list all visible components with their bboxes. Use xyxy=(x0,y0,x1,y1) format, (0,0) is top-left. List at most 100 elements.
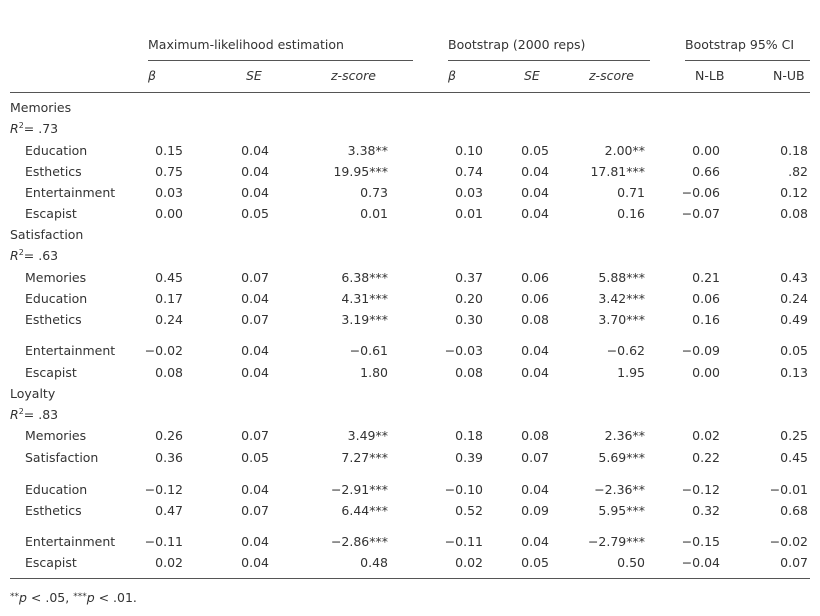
cell: 0.04 xyxy=(521,343,549,358)
cell: 0.00 xyxy=(692,143,720,158)
cell: 0.05 xyxy=(521,143,549,158)
cell: 0.04 xyxy=(521,482,549,497)
cell: 0.07 xyxy=(241,503,269,518)
cell: 0.66 xyxy=(692,164,720,179)
row-label: Memories xyxy=(25,270,87,285)
rule xyxy=(448,60,650,61)
cell: 0.16 xyxy=(692,312,720,327)
r-value: = .63 xyxy=(23,248,59,263)
section-name: Loyalty xyxy=(10,386,56,401)
r-squared: R2= .73 xyxy=(10,121,58,137)
cell: −0.06 xyxy=(681,185,720,200)
cell: 0.04 xyxy=(521,164,549,179)
cell: 0.04 xyxy=(521,206,549,221)
cell: 5.69*** xyxy=(598,450,645,465)
cell: −0.02 xyxy=(769,534,808,549)
cell: 0.20 xyxy=(455,291,483,306)
cell: 0.06 xyxy=(521,270,549,285)
cell: 0.48 xyxy=(360,555,388,570)
cell: 0.00 xyxy=(155,206,183,221)
cell: 0.73 xyxy=(360,185,388,200)
cell: 1.80 xyxy=(360,365,388,380)
cell: 0.06 xyxy=(521,291,549,306)
cell: 17.81*** xyxy=(590,164,645,179)
cell: 0.04 xyxy=(241,143,269,158)
cell: 5.88*** xyxy=(598,270,645,285)
cell: 0.09 xyxy=(521,503,549,518)
cell: 0.75 xyxy=(155,164,183,179)
cell: 0.04 xyxy=(241,164,269,179)
group-header: Bootstrap (2000 reps) xyxy=(448,37,586,52)
column-header: β xyxy=(148,68,156,83)
cell: 6.38*** xyxy=(341,270,388,285)
footnote-part: p xyxy=(19,590,27,605)
cell: 0.02 xyxy=(455,555,483,570)
row-label: Esthetics xyxy=(25,503,82,518)
column-header: SE xyxy=(524,68,540,83)
cell: 0.00 xyxy=(692,365,720,380)
cell: 7.27*** xyxy=(341,450,388,465)
cell: 0.08 xyxy=(780,206,808,221)
row-label: Education xyxy=(25,143,88,158)
footnote-part: *** xyxy=(73,592,87,602)
cell: 2.36** xyxy=(604,428,645,443)
group-header: Bootstrap 95% CI xyxy=(685,37,795,52)
cell: 0.12 xyxy=(780,185,808,200)
cell: .82 xyxy=(788,164,808,179)
cell: 0.49 xyxy=(780,312,808,327)
column-header: β xyxy=(448,68,456,83)
cell: 0.36 xyxy=(155,450,183,465)
cell: 3.38** xyxy=(347,143,388,158)
cell: 0.04 xyxy=(241,185,269,200)
cell: 3.42*** xyxy=(598,291,645,306)
cell: 0.05 xyxy=(521,555,549,570)
cell: −0.09 xyxy=(681,343,720,358)
r-power: 2 xyxy=(18,247,24,257)
cell: 0.03 xyxy=(455,185,483,200)
r-symbol: R xyxy=(10,248,19,263)
cell: −0.02 xyxy=(144,343,183,358)
cell: 0.04 xyxy=(241,343,269,358)
column-header: z-score xyxy=(589,68,634,83)
cell: 0.04 xyxy=(521,534,549,549)
r-symbol: R xyxy=(10,407,19,422)
column-header: z-score xyxy=(331,68,376,83)
cell: 0.25 xyxy=(780,428,808,443)
cell: −0.11 xyxy=(144,534,183,549)
cell: 0.39 xyxy=(455,450,483,465)
cell: 0.05 xyxy=(780,343,808,358)
r-power: 2 xyxy=(18,120,24,130)
r-squared: R2= .63 xyxy=(10,248,58,264)
cell: 0.01 xyxy=(360,206,388,221)
cell: 0.37 xyxy=(455,270,483,285)
r-squared: R2= .83 xyxy=(10,407,58,423)
footnote-part: < .05, xyxy=(26,590,74,605)
cell: 0.16 xyxy=(617,206,645,221)
cell: 0.52 xyxy=(455,503,483,518)
footnote-part: ** xyxy=(10,592,19,602)
footnote: **p < .05, ***p < .01. xyxy=(10,589,137,606)
cell: 0.02 xyxy=(155,555,183,570)
cell: 6.44*** xyxy=(341,503,388,518)
footnote-part: p xyxy=(86,590,95,605)
row-label: Memories xyxy=(25,428,87,443)
column-header: SE xyxy=(246,68,262,83)
cell: 0.15 xyxy=(155,143,183,158)
cell: 0.43 xyxy=(780,270,808,285)
cell: 0.05 xyxy=(241,450,269,465)
column-header: N-LB xyxy=(695,68,725,83)
cell: 0.50 xyxy=(617,555,645,570)
cell: 0.05 xyxy=(241,206,269,221)
cell: −0.61 xyxy=(349,343,388,358)
cell: 0.45 xyxy=(780,450,808,465)
cell: 0.08 xyxy=(521,312,549,327)
row-label: Esthetics xyxy=(25,164,82,179)
cell: 0.04 xyxy=(241,555,269,570)
cell: 0.18 xyxy=(780,143,808,158)
cell: 0.74 xyxy=(455,164,483,179)
cell: 0.04 xyxy=(521,365,549,380)
cell: 0.07 xyxy=(241,312,269,327)
row-label: Entertainment xyxy=(25,185,116,200)
cell: −0.01 xyxy=(769,482,808,497)
cell: 0.18 xyxy=(455,428,483,443)
